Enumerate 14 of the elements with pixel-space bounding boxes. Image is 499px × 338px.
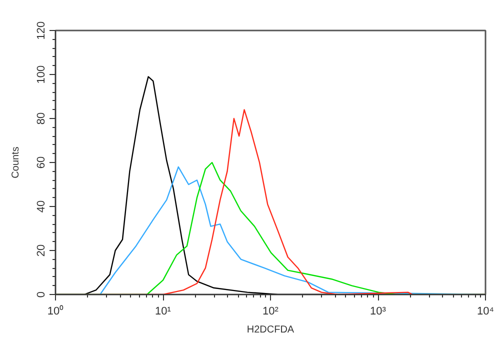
x-tick-label: 10²	[262, 306, 279, 318]
y-tick-label: 0	[36, 291, 48, 298]
y-tick-label: 80	[36, 112, 48, 125]
x-tick-label: 10⁴	[477, 306, 494, 318]
x-tick-label: 10¹	[155, 306, 172, 318]
y-tick-label: 100	[36, 65, 48, 84]
x-tick-label: 10⁰	[47, 304, 64, 318]
y-tick-label: 60	[36, 156, 48, 169]
y-axis-title: Counts	[10, 146, 22, 178]
x-tick-label: 10³	[370, 306, 386, 318]
y-tick-label: 20	[36, 244, 48, 257]
y-tick-label: 120	[36, 21, 48, 40]
y-tick-label: 40	[36, 200, 48, 213]
x-axis-title: H2DCFDA	[246, 324, 294, 336]
